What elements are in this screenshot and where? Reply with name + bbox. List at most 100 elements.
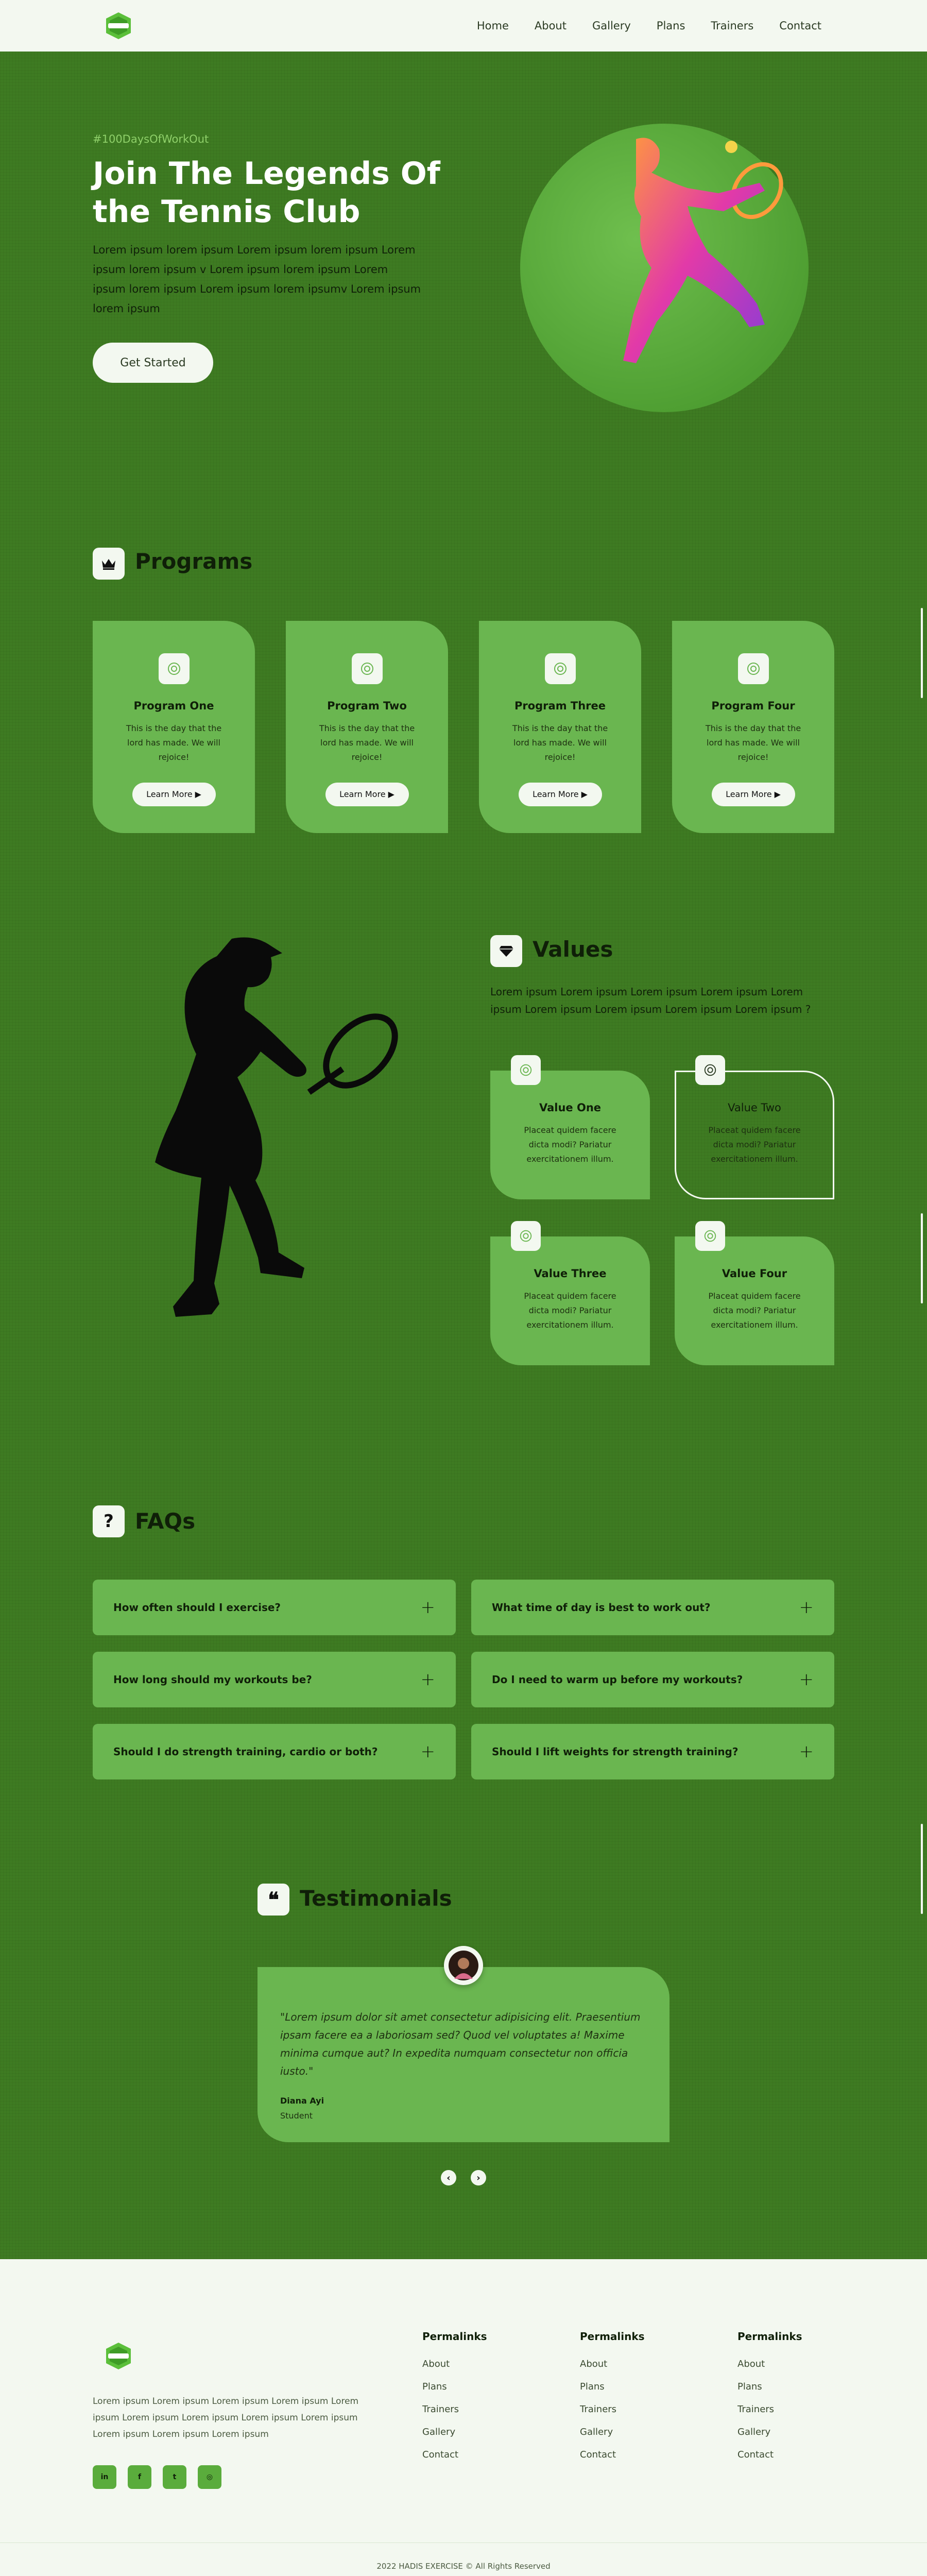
footer [0, 2259, 927, 2576]
learn-more-label: Learn More [726, 789, 772, 799]
program-card: Program One This is the day that the lor… [93, 621, 255, 833]
faq-item[interactable]: Should I lift weights for strength train… [471, 1724, 834, 1780]
values-text: Lorem ipsum Lorem ipsum Lorem ipsum Lore… [490, 986, 811, 1015]
learn-more-button[interactable]: Learn More ▶ [132, 783, 216, 806]
value-card: Value One Placeat quidem facere dicta mo… [490, 1055, 650, 1199]
instagram-icon[interactable]: ◎ [198, 2465, 221, 2489]
scroll-indicator[interactable] [921, 608, 923, 698]
values-title: Values [533, 937, 613, 962]
footer-link-plans[interactable]: Plans [422, 2381, 447, 2392]
testimonial-role: Student [280, 2111, 313, 2121]
value-card: Value Three Placeat quidem facere dicta … [490, 1221, 650, 1365]
plus-icon[interactable]: + [799, 1741, 814, 1762]
footer-link-about[interactable]: About [422, 2359, 450, 2369]
program-name: Program Three [514, 700, 606, 712]
plus-icon[interactable]: + [799, 1597, 814, 1618]
faq-question: What time of day is best to work out? [492, 1601, 711, 1614]
footer-link-gallery[interactable]: Gallery [422, 2427, 456, 2437]
value-icon [511, 1055, 541, 1085]
faq-question: Should I lift weights for strength train… [492, 1745, 739, 1758]
learn-more-label: Learn More [339, 789, 386, 799]
facebook-icon[interactable]: f [128, 2465, 151, 2489]
learn-more-button[interactable]: Learn More ▶ [711, 783, 795, 806]
value-desc: Placeat quidem facere dicta modi? Pariat… [708, 1291, 801, 1330]
footer-column-title: Permalinks [580, 2330, 645, 2343]
value-desc: Placeat quidem facere dicta modi? Pariat… [708, 1125, 801, 1164]
footer-link-trainers[interactable]: Trainers [422, 2404, 459, 2415]
program-card: Program Two This is the day that the lor… [286, 621, 448, 833]
value-icon [511, 1221, 541, 1251]
program-name: Program One [133, 700, 214, 712]
footer-link-trainers[interactable]: Trainers [737, 2404, 775, 2415]
chevron-left-icon[interactable]: ‹ [441, 2170, 456, 2185]
program-desc: This is the day that the lord has made. … [319, 723, 415, 762]
testimonial-name: Diana Ayi [280, 2096, 324, 2106]
gem-icon [490, 935, 522, 967]
footer-link-gallery[interactable]: Gallery [737, 2427, 771, 2437]
program-card: Program Three This is the day that the l… [479, 621, 641, 833]
nav-gallery[interactable]: Gallery [592, 20, 631, 32]
value-name: Value One [539, 1101, 602, 1114]
crown-icon [93, 548, 125, 580]
footer-link-contact[interactable]: Contact [580, 2449, 616, 2460]
copyright: 2022 HADIS EXERCISE © All Rights Reserve… [376, 2562, 551, 2571]
footer-link-contact[interactable]: Contact [422, 2449, 459, 2460]
nav-about[interactable]: About [534, 20, 566, 32]
program-desc: This is the day that the lord has made. … [126, 723, 222, 762]
faq-item[interactable]: Do I need to warm up before my workouts?… [471, 1652, 834, 1707]
footer-link-gallery[interactable]: Gallery [580, 2427, 613, 2437]
plus-icon[interactable]: + [420, 1669, 436, 1690]
question-icon: ? [93, 1505, 125, 1537]
testimonials-title: Testimonials [300, 1886, 452, 1911]
scroll-indicator[interactable] [921, 1213, 923, 1303]
footer-link-about[interactable]: About [737, 2359, 765, 2369]
caret-right-icon: ▶ [581, 789, 588, 799]
faq-item[interactable]: How long should my workouts be? + [93, 1652, 456, 1707]
learn-more-label: Learn More [146, 789, 193, 799]
programs-title: Programs [135, 549, 253, 574]
hero-tag: #100DaysOfWorkOut [93, 133, 209, 145]
plus-icon[interactable]: + [420, 1741, 436, 1762]
nav-contact[interactable]: Contact [779, 20, 821, 32]
twitter-icon[interactable]: t [163, 2465, 186, 2489]
nav-home[interactable]: Home [476, 20, 509, 32]
avatar [444, 1946, 483, 1985]
program-icon [158, 653, 190, 684]
faq-item[interactable]: How often should I exercise? + [93, 1580, 456, 1635]
logo[interactable] [103, 11, 134, 40]
faq-question: How often should I exercise? [113, 1601, 281, 1614]
faq-question: How long should my workouts be? [113, 1673, 312, 1686]
program-icon [737, 653, 769, 684]
value-card[interactable]: Value Two Placeat quidem facere dicta mo… [675, 1055, 834, 1199]
footer-link-plans[interactable]: Plans [580, 2381, 605, 2392]
nav-trainers[interactable]: Trainers [711, 20, 754, 32]
navbar: Home About Gallery Plans Trainers Contac… [0, 0, 927, 52]
faq-question: Do I need to warm up before my workouts? [492, 1673, 743, 1686]
plus-icon[interactable]: + [420, 1597, 436, 1618]
caret-right-icon: ▶ [195, 789, 201, 799]
program-icon [351, 653, 383, 684]
linkedin-icon[interactable]: in [93, 2465, 116, 2489]
footer-link-plans[interactable]: Plans [737, 2381, 762, 2392]
hero-text: Lorem ipsum lorem ipsum Lorem ipsum lore… [93, 244, 421, 315]
caret-right-icon: ▶ [774, 789, 781, 799]
chevron-right-icon[interactable]: › [471, 2170, 486, 2185]
footer-link-contact[interactable]: Contact [737, 2449, 774, 2460]
footer-logo[interactable] [103, 2342, 134, 2370]
footer-text: Lorem ipsum Lorem ipsum Lorem ipsum Lore… [93, 2396, 359, 2439]
faqs-title: FAQs [135, 1509, 196, 1534]
faq-item[interactable]: What time of day is best to work out? + [471, 1580, 834, 1635]
footer-link-trainers[interactable]: Trainers [580, 2404, 617, 2415]
get-started-button[interactable]: Get Started [93, 343, 213, 383]
testimonial-card: "Lorem ipsum dolor sit amet consectetur … [258, 1967, 670, 2142]
plus-icon[interactable]: + [799, 1669, 814, 1690]
footer-link-about[interactable]: About [580, 2359, 608, 2369]
value-icon [695, 1055, 725, 1085]
learn-more-button[interactable]: Learn More ▶ [518, 783, 602, 806]
learn-more-button[interactable]: Learn More ▶ [325, 783, 409, 806]
nav-plans[interactable]: Plans [656, 20, 685, 32]
faq-item[interactable]: Should I do strength training, cardio or… [93, 1724, 456, 1780]
scroll-indicator[interactable] [921, 1824, 923, 1914]
value-desc: Placeat quidem facere dicta modi? Pariat… [524, 1291, 616, 1330]
page-background [0, 52, 927, 2259]
